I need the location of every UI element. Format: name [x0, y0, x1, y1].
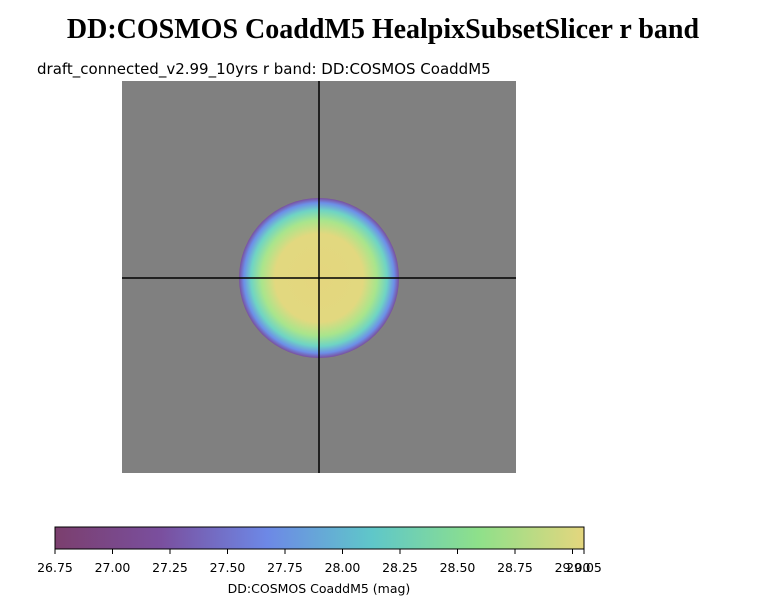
tick-label: 27.25 — [152, 560, 188, 575]
tick-label: 29.05 — [566, 560, 602, 575]
tick-label: 27.50 — [210, 560, 246, 575]
tick-label: 27.00 — [95, 560, 131, 575]
tick-label: 29.00 — [555, 560, 591, 575]
tick-label: 28.75 — [497, 560, 533, 575]
tick-label: 28.00 — [325, 560, 361, 575]
tick-label: 28.25 — [382, 560, 418, 575]
chart-title: DD:COSMOS CoaddM5 HealpixSubsetSlicer r … — [67, 14, 700, 45]
colorbar — [54, 526, 585, 550]
colorbar-label: DD:COSMOS CoaddM5 (mag) — [228, 581, 411, 596]
tick-label: 26.75 — [37, 560, 73, 575]
tick-label: 27.75 — [267, 560, 303, 575]
subtitle: draft_connected_v2.99_10yrs r band: DD:C… — [37, 60, 491, 79]
tick-label: 28.50 — [440, 560, 476, 575]
